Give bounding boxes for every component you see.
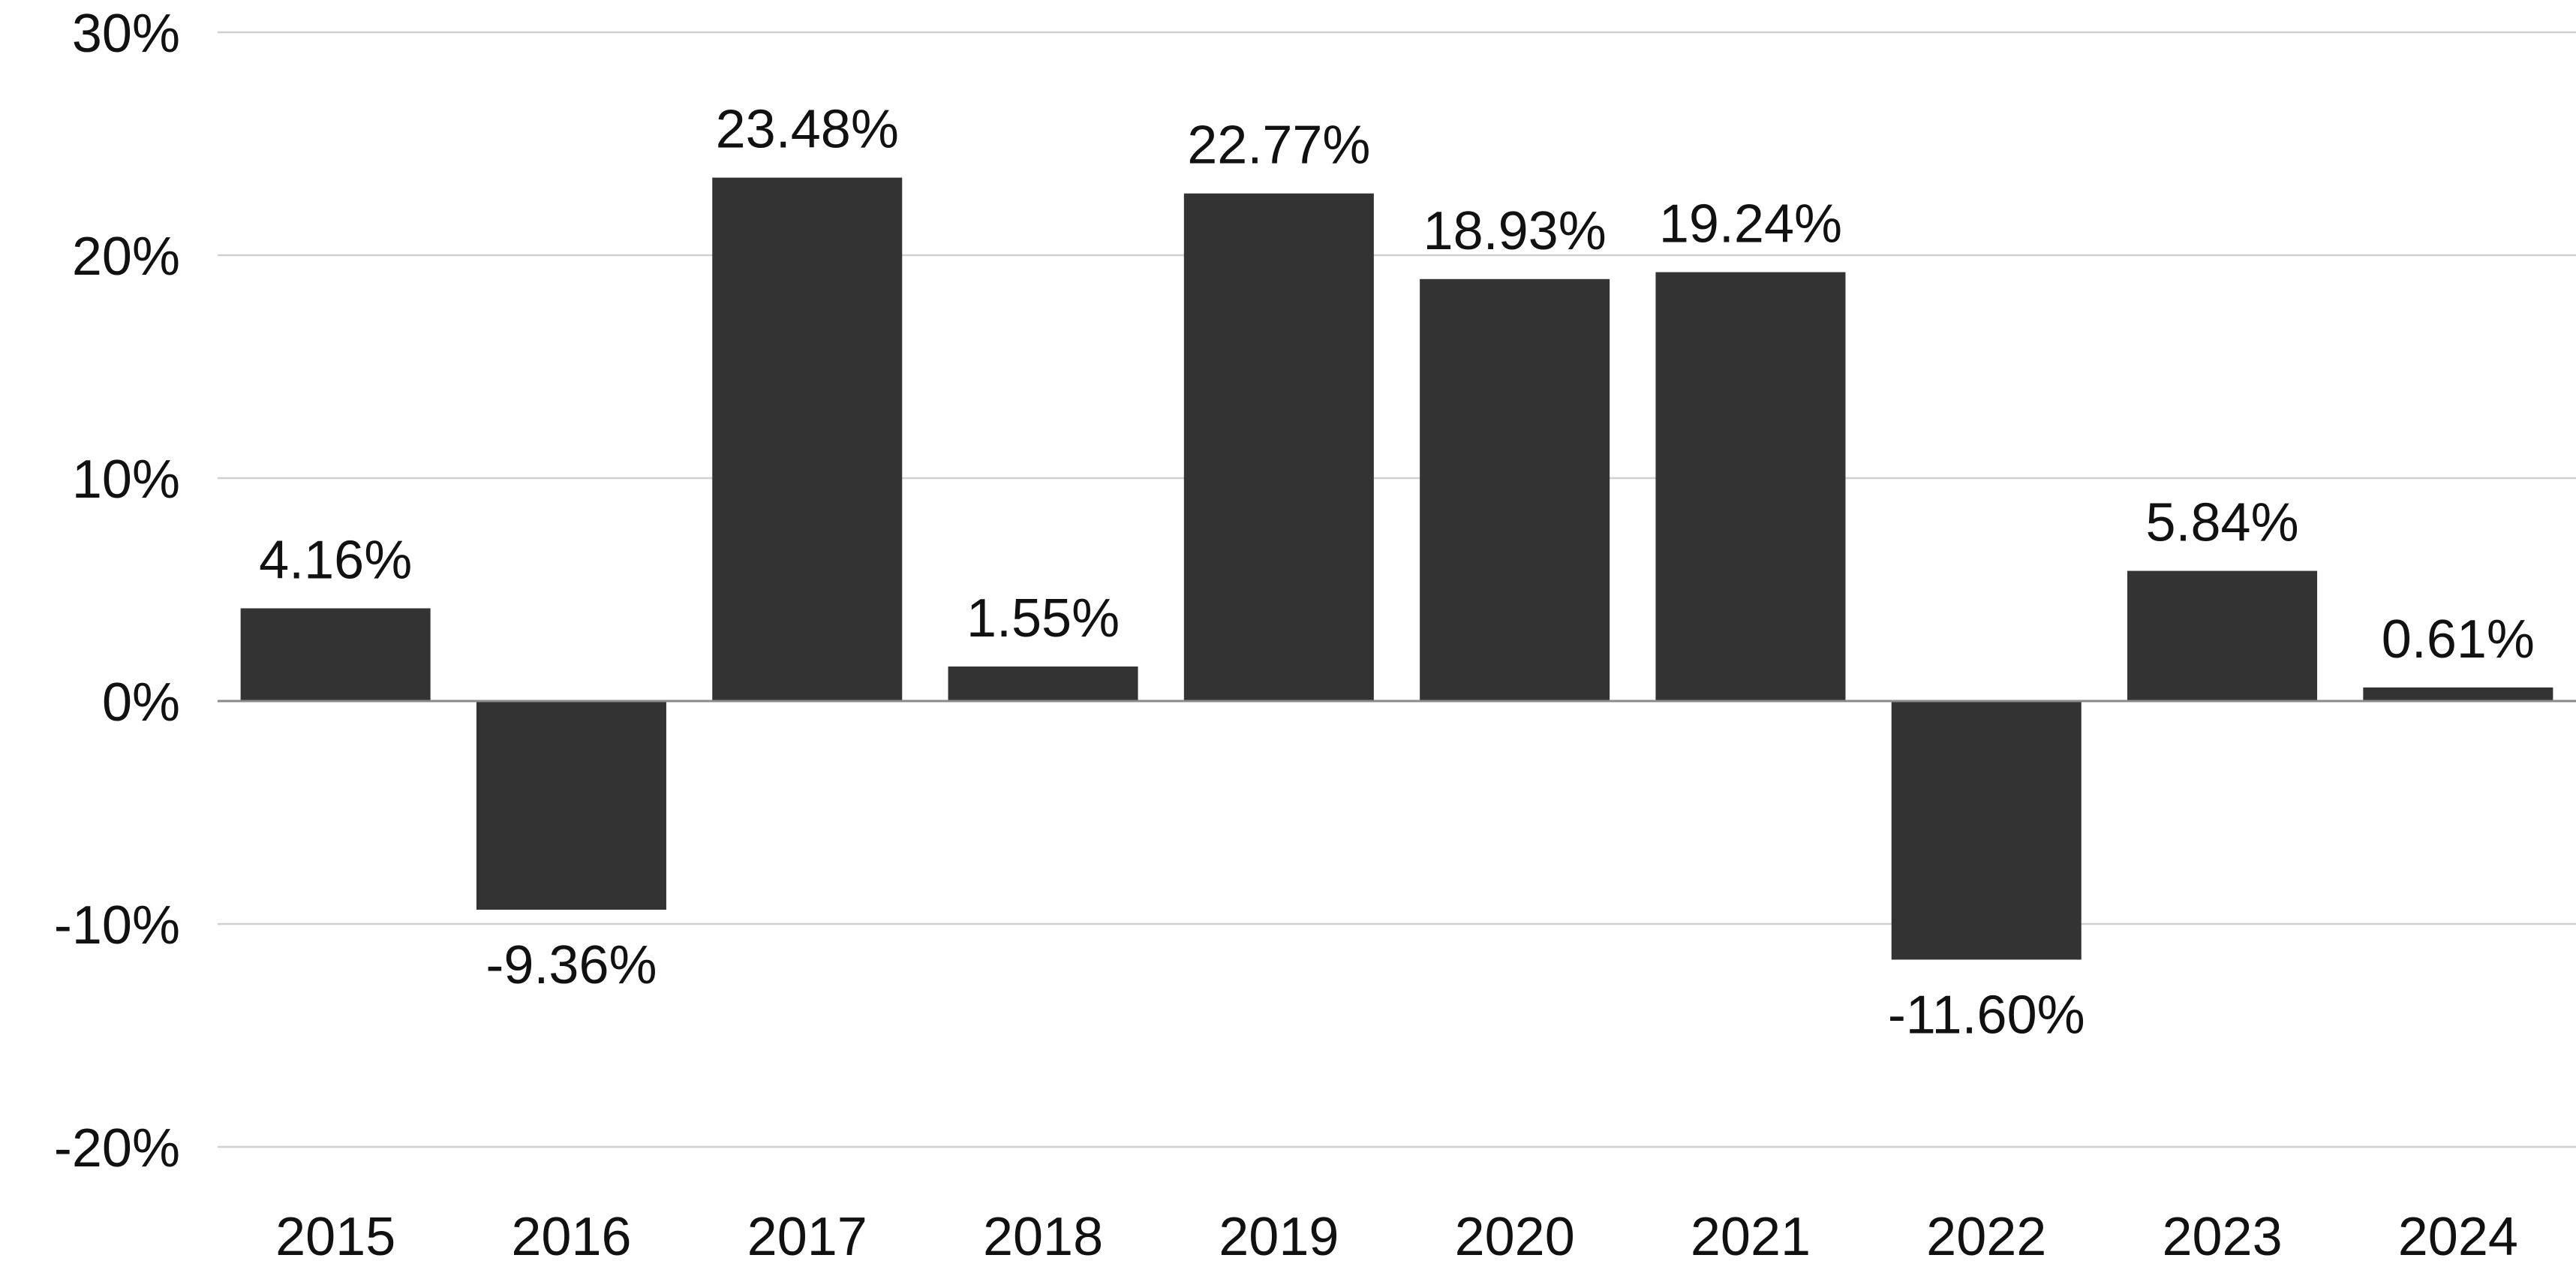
data-label-2022: -11.60% [1888, 986, 2085, 1046]
bar-2019 [1183, 193, 1374, 702]
data-label-2021: 19.24% [1659, 194, 1842, 254]
bar-2015 [240, 608, 431, 701]
x-tick-label-2016: 2016 [511, 1207, 631, 1267]
data-label-2015: 4.16% [259, 530, 412, 590]
x-axis-tick-labels: 2015 2016 2017 2018 2019 2020 2021 2022 2023 2024 [275, 1207, 2518, 1267]
data-label-2020: 18.93% [1423, 201, 1607, 261]
bar-2016 [476, 701, 666, 910]
x-tick-label-2021: 2021 [1691, 1207, 1811, 1267]
y-tick-label: 20% [72, 227, 180, 287]
x-tick-label-2024: 2024 [2398, 1207, 2518, 1267]
x-tick-label-2022: 2022 [1926, 1207, 2046, 1267]
bar-2021 [1655, 272, 1846, 701]
data-label-2018: 1.55% [966, 588, 1120, 649]
grid-layer [218, 31, 2576, 1148]
y-tick-label: 0% [102, 673, 180, 733]
bar-2018 [948, 666, 1138, 701]
data-label-2019: 22.77% [1187, 116, 1370, 176]
bar-2020 [1420, 278, 1610, 701]
y-axis-tick-labels: 30% 20% 10% 0% -10% -20% [54, 4, 180, 1178]
x-tick-label-2020: 2020 [1455, 1207, 1575, 1267]
data-label-2016: -9.36% [485, 935, 657, 995]
data-label-2024: 0.61% [2382, 609, 2535, 670]
y-tick-label: 30% [72, 4, 180, 64]
y-tick-label: -20% [54, 1118, 180, 1178]
x-tick-label-2017: 2017 [747, 1207, 867, 1267]
x-tick-label-2023: 2023 [2162, 1207, 2282, 1267]
data-label-2023: 5.84% [2145, 493, 2298, 553]
bar-2017 [712, 177, 903, 702]
bar-2022 [1891, 701, 2082, 960]
bars-layer [240, 177, 2553, 960]
x-tick-label-2018: 2018 [983, 1207, 1103, 1267]
y-tick-label: 10% [72, 450, 180, 510]
data-labels: 4.16% -9.36% 23.48% 1.55% 22.77% 18.93% 19.24%… [259, 100, 2535, 1046]
y-tick-label: -10% [54, 895, 180, 956]
x-tick-label-2015: 2015 [275, 1207, 395, 1267]
data-label-2017: 23.48% [716, 100, 899, 160]
x-tick-label-2019: 2019 [1219, 1207, 1339, 1267]
bar-2023 [2127, 570, 2318, 701]
bar-2024 [2363, 687, 2553, 701]
